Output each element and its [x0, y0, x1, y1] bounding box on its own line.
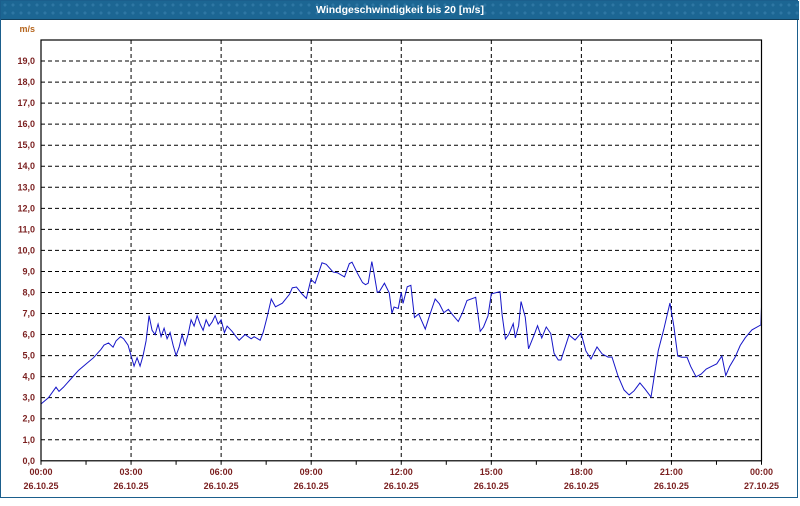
svg-text:1,0: 1,0 — [22, 435, 35, 445]
svg-text:m/s: m/s — [19, 24, 35, 34]
svg-text:16,0: 16,0 — [17, 119, 35, 129]
svg-text:13,0: 13,0 — [17, 182, 35, 192]
svg-text:27.10.25: 27.10.25 — [744, 481, 779, 491]
svg-text:26.10.25: 26.10.25 — [204, 481, 239, 491]
svg-text:15:00: 15:00 — [480, 467, 503, 477]
svg-text:00:00: 00:00 — [29, 467, 52, 477]
svg-text:26.10.25: 26.10.25 — [294, 481, 329, 491]
svg-text:18,0: 18,0 — [17, 77, 35, 87]
svg-text:10,0: 10,0 — [17, 245, 35, 255]
svg-text:12:00: 12:00 — [390, 467, 413, 477]
svg-text:26.10.25: 26.10.25 — [564, 481, 599, 491]
svg-text:21:00: 21:00 — [660, 467, 683, 477]
svg-text:03:00: 03:00 — [120, 467, 143, 477]
svg-text:5,0: 5,0 — [22, 351, 35, 361]
svg-text:26.10.25: 26.10.25 — [384, 481, 419, 491]
svg-text:9,0: 9,0 — [22, 266, 35, 276]
svg-text:12,0: 12,0 — [17, 203, 35, 213]
svg-text:0,0: 0,0 — [22, 456, 35, 466]
svg-text:6,0: 6,0 — [22, 330, 35, 340]
svg-text:4,0: 4,0 — [22, 372, 35, 382]
svg-text:06:00: 06:00 — [210, 467, 233, 477]
svg-text:3,0: 3,0 — [22, 393, 35, 403]
svg-text:17,0: 17,0 — [17, 98, 35, 108]
svg-text:14,0: 14,0 — [17, 161, 35, 171]
svg-text:11,0: 11,0 — [18, 224, 35, 234]
svg-text:2,0: 2,0 — [22, 414, 35, 424]
svg-text:09:00: 09:00 — [300, 467, 323, 477]
svg-text:26.10.25: 26.10.25 — [654, 481, 689, 491]
svg-text:15,0: 15,0 — [17, 140, 35, 150]
svg-text:00:00: 00:00 — [750, 467, 773, 477]
svg-text:19,0: 19,0 — [17, 56, 35, 66]
svg-text:26.10.25: 26.10.25 — [474, 481, 509, 491]
svg-text:26.10.25: 26.10.25 — [114, 481, 149, 491]
svg-text:26.10.25: 26.10.25 — [23, 481, 58, 491]
svg-text:8,0: 8,0 — [22, 287, 35, 297]
svg-text:18:00: 18:00 — [570, 467, 593, 477]
svg-text:7,0: 7,0 — [22, 309, 35, 319]
